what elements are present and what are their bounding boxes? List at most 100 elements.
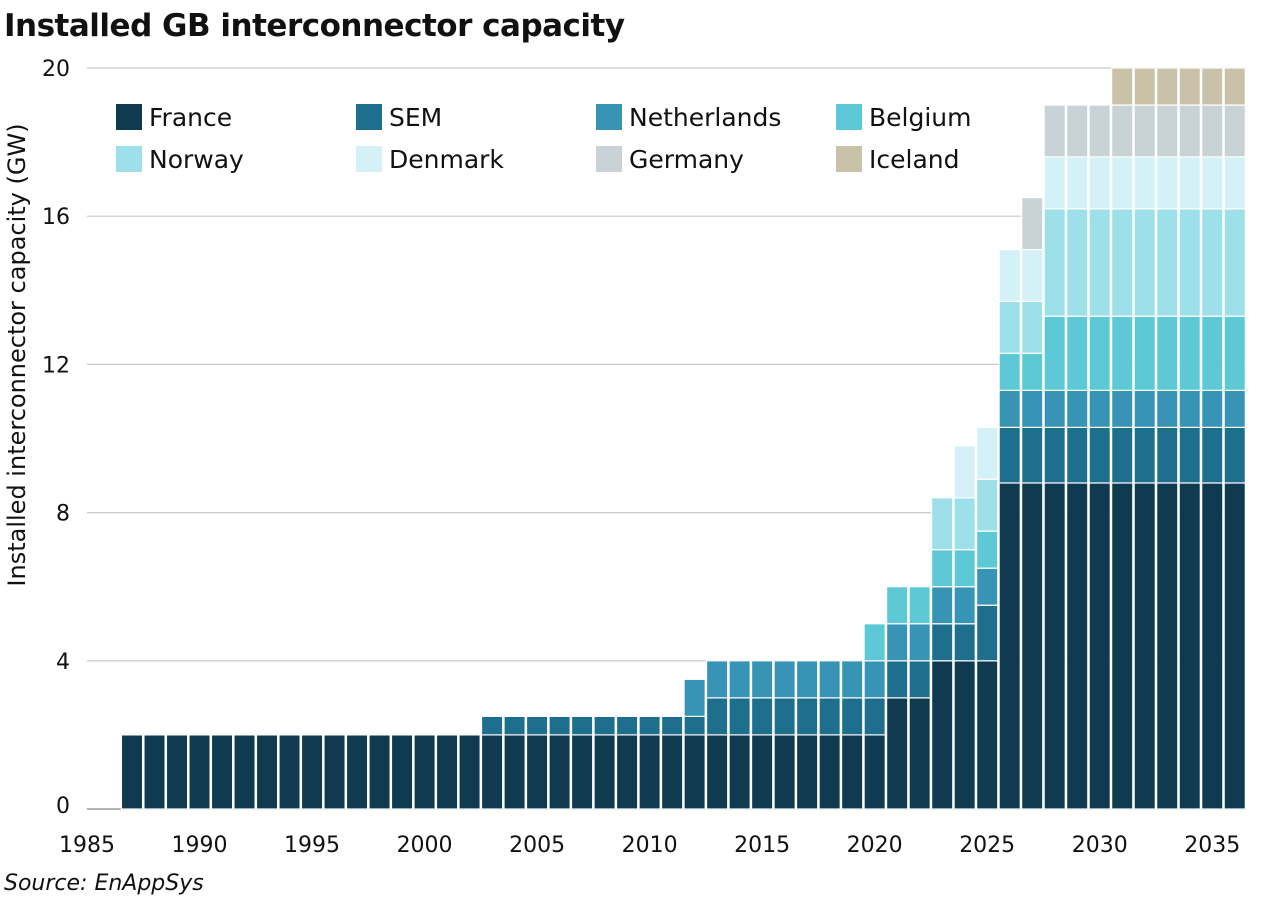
bar-segment-france-2023 (931, 660, 954, 810)
bar-segment-germany-2032 (1133, 104, 1156, 158)
legend-swatch-france (116, 104, 142, 130)
bar-segment-denmark-2033 (1156, 156, 1179, 210)
bar-segment-netherlands-2014 (728, 660, 751, 699)
bar-segment-france-2018 (818, 734, 841, 810)
bar-segment-france-2005 (525, 734, 549, 810)
bar-segment-iceland-2033 (1156, 67, 1179, 106)
y-axis-title: Installed interconnector capacity (GW) (3, 123, 31, 586)
bar-segment-belgium-2030 (1088, 315, 1111, 391)
bar-segment-sem-2024 (953, 623, 976, 662)
bar-segment-norway-2027 (1021, 300, 1044, 354)
bar-segment-netherlands-2024 (953, 586, 976, 625)
bar-segment-france-2016 (773, 734, 796, 810)
bar-segment-netherlands-2012 (683, 678, 706, 717)
bar-segment-belgium-2035 (1201, 315, 1224, 391)
bar-segment-sem-2032 (1133, 426, 1156, 484)
bar-segment-denmark-2035 (1201, 156, 1224, 210)
legend-swatch-iceland (836, 146, 862, 172)
bar-segment-sem-2025 (976, 604, 999, 662)
y-tick-label: 16 (42, 205, 70, 230)
bar-segment-france-2010 (638, 734, 661, 810)
legend-swatch-sem (356, 104, 382, 130)
bar-segment-sem-2017 (795, 697, 819, 736)
legend-label-belgium: Belgium (869, 103, 972, 132)
x-tick-label: 2025 (959, 833, 1015, 858)
bar-segment-france-1987 (120, 734, 144, 810)
bar-segment-france-2036 (1223, 482, 1246, 810)
bar-segment-sem-2020 (863, 697, 886, 736)
bar-segment-denmark-2028 (1043, 156, 1066, 210)
bar-segment-france-2022 (908, 697, 931, 810)
bar-segment-denmark-2034 (1178, 156, 1201, 210)
bar-segment-sem-2008 (593, 715, 616, 736)
bar-segment-sem-2026 (998, 426, 1021, 484)
legend-swatch-netherlands (596, 104, 622, 130)
bar-segment-france-2003 (480, 734, 504, 810)
bar-segment-france-2017 (795, 734, 819, 810)
bar-segment-sem-2033 (1156, 426, 1179, 484)
bar-segment-france-2034 (1178, 482, 1201, 810)
bar-segment-sem-2015 (750, 697, 774, 736)
bar-segment-sem-2023 (931, 623, 954, 662)
bar-segment-denmark-2024 (953, 445, 976, 499)
bar-segment-sem-2009 (615, 715, 639, 736)
bar-segment-sem-2030 (1088, 426, 1111, 484)
bar-segment-germany-2034 (1178, 104, 1201, 158)
legend-label-norway: Norway (149, 145, 244, 174)
bar-segment-norway-2028 (1043, 208, 1066, 317)
bar-segment-netherlands-2030 (1088, 389, 1111, 428)
bar-segment-belgium-2034 (1178, 315, 1201, 391)
bar-segment-france-1994 (278, 734, 301, 810)
bar-segment-france-2002 (458, 734, 481, 810)
y-tick-label: 12 (42, 353, 70, 378)
bar-segment-sem-2019 (840, 697, 864, 736)
bar-segment-belgium-2027 (1021, 352, 1044, 391)
bar-segment-iceland-2031 (1111, 67, 1134, 106)
bar-segment-germany-2033 (1156, 104, 1179, 158)
bar-segment-france-2019 (840, 734, 864, 810)
axes: 0 4 8 12 16 20 1985 1990 1995 2000 2005 2010 2015 202… (42, 57, 1240, 858)
bar-segment-netherlands-2025 (976, 567, 999, 606)
bar-segment-france-2007 (570, 734, 594, 810)
bar-segment-norway-2031 (1111, 208, 1134, 317)
bars (120, 67, 1246, 810)
legend-swatch-denmark (356, 146, 382, 172)
bar-segment-belgium-2025 (976, 530, 999, 569)
bar-segment-france-2029 (1066, 482, 1089, 810)
bar-segment-sem-2036 (1223, 426, 1246, 484)
bar-segment-sem-2016 (773, 697, 796, 736)
bar-segment-france-1995 (300, 734, 324, 810)
bar-segment-belgium-2026 (998, 352, 1021, 391)
bar-segment-norway-2033 (1156, 208, 1179, 317)
bar-segment-belgium-2036 (1223, 315, 1246, 391)
bar-segment-france-1998 (368, 734, 391, 810)
bar-segment-belgium-2021 (885, 586, 909, 625)
bar-segment-netherlands-2019 (840, 660, 864, 699)
bar-segment-denmark-2036 (1223, 156, 1246, 210)
chart-title: Installed GB interconnector capacity (4, 8, 625, 44)
bar-segment-france-2012 (683, 734, 706, 810)
bar-segment-belgium-2028 (1043, 315, 1066, 391)
bar-segment-netherlands-2028 (1043, 389, 1066, 428)
bar-segment-germany-2029 (1066, 104, 1089, 158)
bar-segment-france-2000 (413, 734, 436, 810)
bar-segment-netherlands-2013 (705, 660, 729, 699)
bar-segment-france-2011 (660, 734, 684, 810)
x-tick-label: 1985 (59, 833, 115, 858)
bar-segment-denmark-2032 (1133, 156, 1156, 210)
bar-segment-norway-2024 (953, 497, 976, 551)
bar-segment-france-2027 (1021, 482, 1044, 810)
bar-segment-france-2035 (1201, 482, 1224, 810)
bar-segment-france-2009 (615, 734, 639, 810)
x-tick-label: 1995 (284, 833, 340, 858)
bar-segment-denmark-2029 (1066, 156, 1089, 210)
bar-segment-france-2013 (705, 734, 729, 810)
bar-segment-sem-2006 (548, 715, 571, 736)
bar-segment-france-2028 (1043, 482, 1066, 810)
legend-swatch-germany (596, 146, 622, 172)
y-tick-label: 8 (56, 502, 70, 527)
bar-segment-sem-2014 (728, 697, 751, 736)
x-tick-label: 2035 (1184, 833, 1240, 858)
bar-segment-iceland-2036 (1223, 67, 1246, 106)
